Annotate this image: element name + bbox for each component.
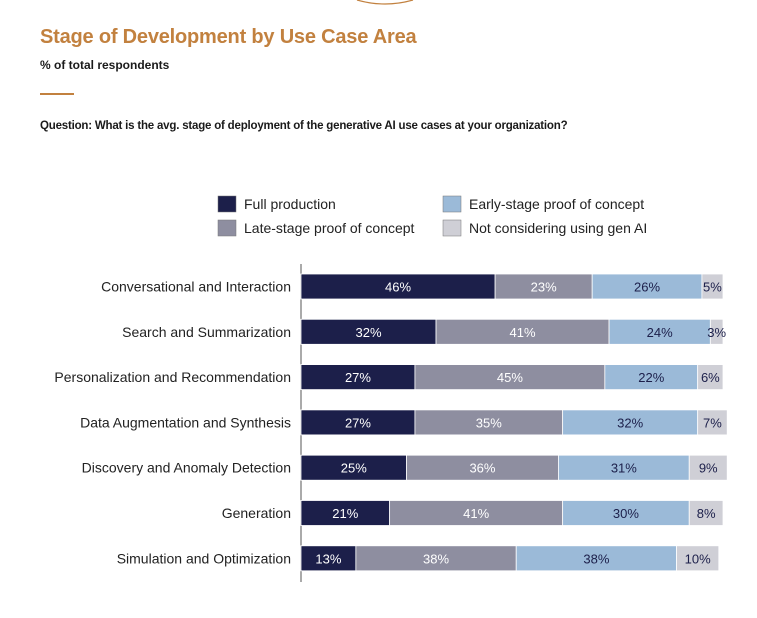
category-label-generation: Generation: [222, 505, 291, 521]
survey-question: Question: What is the avg. stage of depl…: [40, 120, 568, 132]
data-label-not-considering-using-gen-ai-data-augmentation-and-synthesis: 7%: [703, 415, 722, 430]
data-label-late-stage-proof-of-concept-generation: 41%: [463, 506, 489, 521]
data-label-late-stage-proof-of-concept-discovery-and-anomaly-detection: 36%: [469, 461, 495, 476]
bar-segment-early-stage-proof-of-concept-personalization-and-recommendation: [604, 364, 699, 391]
category-label-simulation-and-optimization: Simulation and Optimization: [117, 550, 291, 566]
data-label-full-production-discovery-and-anomaly-detection: 25%: [341, 461, 367, 476]
data-label-early-stage-proof-of-concept-discovery-and-anomaly-detection: 31%: [611, 461, 637, 476]
bar-segment-late-stage-proof-of-concept-simulation-and-optimization: [355, 545, 517, 572]
data-label-not-considering-using-gen-ai-discovery-and-anomaly-detection: 9%: [699, 461, 718, 476]
bar-segment-late-stage-proof-of-concept-discovery-and-anomaly-detection: [406, 454, 559, 481]
legend-swatch-full-production: [217, 195, 237, 213]
top-decoration: [356, 0, 414, 5]
bar-segment-not-considering-using-gen-ai-simulation-and-optimization: [676, 545, 720, 572]
bar-segment-late-stage-proof-of-concept-personalization-and-recommendation: [414, 364, 606, 391]
data-label-early-stage-proof-of-concept-simulation-and-optimization: 38%: [583, 551, 609, 566]
data-label-late-stage-proof-of-concept-data-augmentation-and-synthesis: 35%: [476, 415, 502, 430]
data-label-early-stage-proof-of-concept-conversational-and-interaction: 26%: [634, 280, 660, 295]
bar-segment-full-production-simulation-and-optimization: [300, 545, 357, 572]
bar-segment-not-considering-using-gen-ai-conversational-and-interaction: [701, 273, 724, 300]
legend-label-early-stage-proof-of-concept: Early-stage proof of concept: [469, 196, 644, 212]
data-label-late-stage-proof-of-concept-conversational-and-interaction: 23%: [531, 280, 557, 295]
bar-segment-not-considering-using-gen-ai-generation: [688, 500, 724, 526]
data-label-full-production-data-augmentation-and-synthesis: 27%: [345, 415, 371, 430]
data-label-full-production-search-and-summarization: 32%: [356, 325, 382, 340]
bar-segment-late-stage-proof-of-concept-data-augmentation-and-synthesis: [414, 409, 564, 436]
bar-segment-full-production-conversational-and-interaction: [300, 273, 496, 300]
accent-divider: [40, 93, 74, 95]
category-label-data-augmentation-and-synthesis: Data Augmentation and Synthesis: [80, 414, 291, 430]
data-label-full-production-personalization-and-recommendation: 27%: [345, 370, 371, 385]
legend-swatch-late-stage-proof-of-concept: [217, 219, 237, 237]
data-label-not-considering-using-gen-ai-simulation-and-optimization: 10%: [685, 551, 711, 566]
category-label-search-and-summarization: Search and Summarization: [122, 324, 291, 340]
bar-segment-early-stage-proof-of-concept-simulation-and-optimization: [515, 545, 677, 572]
data-label-not-considering-using-gen-ai-personalization-and-recommendation: 6%: [701, 370, 720, 385]
data-label-not-considering-using-gen-ai-search-and-summarization: 3%: [707, 325, 726, 340]
bar-segment-late-stage-proof-of-concept-generation: [389, 500, 564, 526]
category-label-personalization-and-recommendation: Personalization and Recommendation: [54, 369, 291, 385]
bar-segment-early-stage-proof-of-concept-search-and-summarization: [608, 318, 711, 345]
legend-label-not-considering-using-gen-ai: Not considering using gen AI: [469, 220, 647, 236]
category-label-conversational-and-interaction: Conversational and Interaction: [101, 279, 291, 295]
bar-segment-full-production-discovery-and-anomaly-detection: [300, 454, 407, 481]
legend-swatch-early-stage-proof-of-concept: [442, 195, 462, 213]
bar-segment-not-considering-using-gen-ai-personalization-and-recommendation: [697, 364, 724, 391]
data-label-early-stage-proof-of-concept-personalization-and-recommendation: 22%: [638, 370, 664, 385]
data-label-not-considering-using-gen-ai-conversational-and-interaction: 5%: [703, 280, 722, 295]
legend-label-late-stage-proof-of-concept: Late-stage proof of concept: [244, 220, 415, 236]
data-label-full-production-conversational-and-interaction: 46%: [385, 280, 411, 295]
data-label-early-stage-proof-of-concept-data-augmentation-and-synthesis: 32%: [617, 415, 643, 430]
bar-segment-late-stage-proof-of-concept-conversational-and-interaction: [494, 273, 593, 300]
chart-title: Stage of Development by Use Case Area: [40, 26, 417, 48]
bar-segment-early-stage-proof-of-concept-discovery-and-anomaly-detection: [558, 454, 690, 481]
data-label-late-stage-proof-of-concept-simulation-and-optimization: 38%: [423, 551, 449, 566]
bar-segment-late-stage-proof-of-concept-search-and-summarization: [435, 318, 610, 345]
category-label-discovery-and-anomaly-detection: Discovery and Anomaly Detection: [82, 460, 291, 476]
bar-segment-early-stage-proof-of-concept-generation: [562, 500, 690, 526]
data-label-full-production-simulation-and-optimization: 13%: [315, 551, 341, 566]
data-label-late-stage-proof-of-concept-personalization-and-recommendation: 45%: [497, 370, 523, 385]
data-label-early-stage-proof-of-concept-generation: 30%: [613, 506, 639, 521]
chart-subtitle: % of total respondents: [40, 58, 170, 72]
bar-segment-not-considering-using-gen-ai-search-and-summarization: [709, 318, 724, 345]
data-label-full-production-generation: 21%: [332, 506, 358, 521]
bar-segment-not-considering-using-gen-ai-data-augmentation-and-synthesis: [697, 409, 728, 436]
legend-label-full-production: Full production: [244, 196, 336, 212]
data-label-late-stage-proof-of-concept-search-and-summarization: 41%: [510, 325, 536, 340]
bar-segment-not-considering-using-gen-ai-discovery-and-anomaly-detection: [688, 454, 728, 481]
data-label-early-stage-proof-of-concept-search-and-summarization: 24%: [647, 325, 673, 340]
bar-segment-early-stage-proof-of-concept-conversational-and-interaction: [591, 273, 703, 300]
bar-segment-full-production-personalization-and-recommendation: [300, 364, 416, 391]
bar-segment-full-production-search-and-summarization: [300, 318, 437, 345]
data-label-not-considering-using-gen-ai-generation: 8%: [697, 506, 716, 521]
legend-swatch-not-considering-using-gen-ai: [442, 219, 462, 237]
